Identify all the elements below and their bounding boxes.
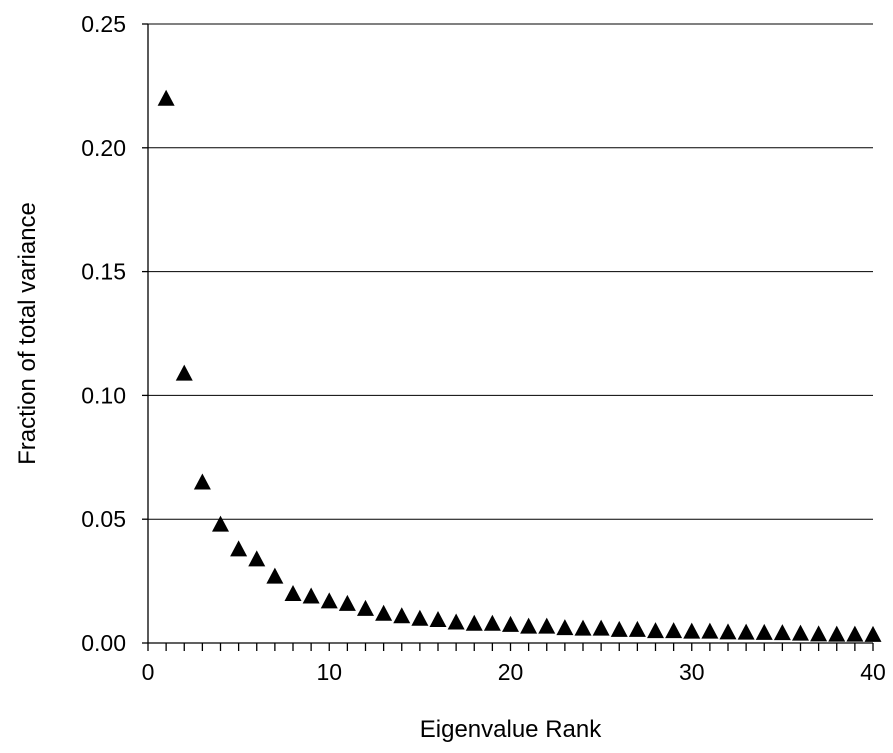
data-point-29: [665, 622, 683, 639]
x-axis-title: Eigenvalue Rank: [420, 716, 602, 743]
data-point-30: [683, 622, 701, 639]
data-points: [157, 89, 882, 642]
data-point-18: [465, 614, 483, 631]
axes: [142, 23, 874, 651]
data-point-25: [592, 619, 610, 636]
data-point-16: [429, 610, 447, 627]
x-tick-label-2: 20: [498, 659, 524, 685]
data-point-34: [755, 623, 773, 640]
data-point-13: [375, 604, 393, 621]
data-point-23: [556, 619, 574, 636]
x-tick-label-4: 40: [860, 659, 886, 685]
x-tick-label-3: 30: [679, 659, 705, 685]
y-tick-label-0: 0.00: [81, 630, 126, 656]
data-point-2: [175, 364, 193, 381]
y-tick-label-1: 0.05: [81, 506, 126, 532]
data-point-12: [357, 599, 374, 616]
data-point-28: [647, 622, 664, 639]
x-tick-label-0: 0: [142, 659, 155, 685]
data-point-20: [502, 615, 519, 632]
y-axis-title: Fraction of total variance: [14, 202, 41, 465]
grid-lines: [148, 23, 873, 520]
data-point-27: [628, 620, 646, 637]
y-tick-label-2: 0.10: [81, 382, 126, 408]
data-point-15: [411, 609, 429, 626]
data-point-14: [393, 607, 411, 624]
data-point-22: [538, 617, 556, 634]
y-tick-label-4: 0.20: [81, 135, 126, 161]
data-point-4: [212, 515, 229, 532]
data-point-7: [266, 567, 284, 584]
data-point-26: [610, 620, 628, 637]
data-point-11: [338, 594, 356, 611]
data-point-21: [520, 617, 538, 634]
data-point-24: [574, 619, 592, 636]
data-point-17: [447, 613, 465, 630]
data-point-35: [773, 624, 791, 641]
data-point-6: [248, 550, 266, 567]
data-point-40: [864, 625, 882, 642]
data-point-8: [284, 584, 302, 601]
data-point-33: [737, 623, 755, 640]
data-point-9: [302, 587, 320, 604]
data-point-1: [157, 89, 175, 106]
y-tick-label-3: 0.15: [81, 259, 126, 285]
data-point-31: [701, 622, 719, 639]
data-point-36: [792, 624, 809, 641]
tick-labels: 0.00 0.05 0.10 0.15 0.20 0.25 0 10 20 30 40: [81, 11, 886, 685]
data-point-5: [230, 540, 248, 557]
data-point-32: [719, 623, 737, 640]
data-point-39: [846, 625, 864, 642]
data-point-37: [810, 625, 828, 642]
data-point-10: [320, 592, 338, 609]
data-point-19: [483, 614, 501, 631]
data-point-38: [828, 625, 846, 642]
x-tick-label-1: 10: [316, 659, 342, 685]
y-tick-label-5: 0.25: [81, 11, 126, 37]
data-point-3: [193, 473, 211, 490]
